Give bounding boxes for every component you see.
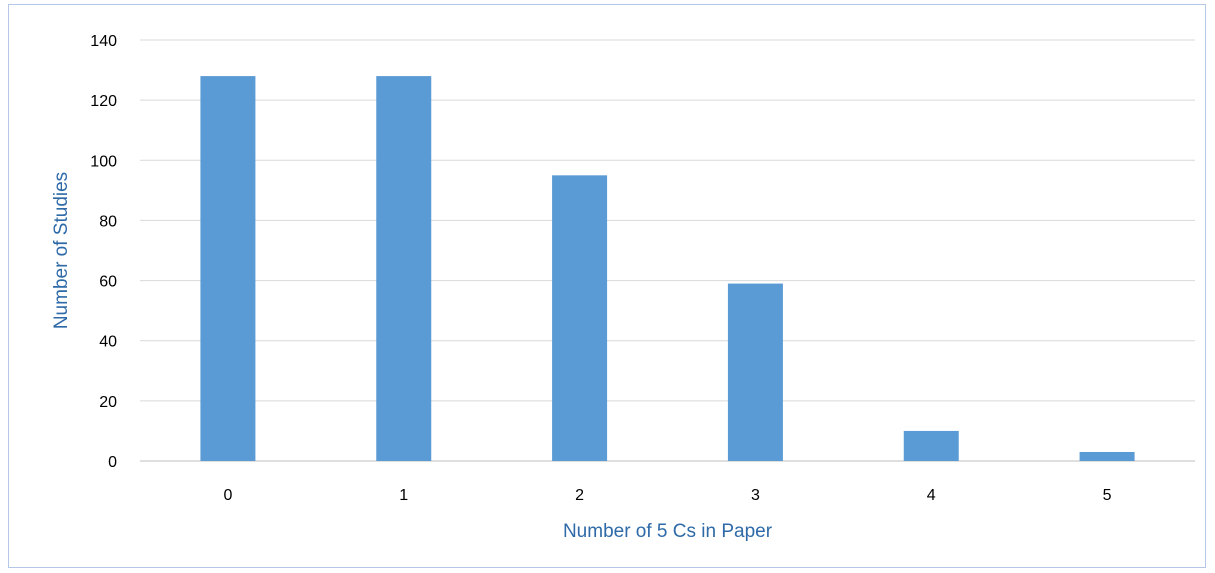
- y-tick-label: 0: [108, 454, 117, 471]
- x-tick-label: 1: [399, 487, 408, 504]
- bar-3: [727, 283, 783, 461]
- x-tick-labels: 0 1 2 3 4 5: [223, 487, 1111, 504]
- x-tick-label: 0: [223, 487, 232, 504]
- x-tick-label: 4: [927, 487, 936, 504]
- y-axis-title: Number of Studies: [51, 172, 72, 329]
- gridlines: [140, 39, 1195, 462]
- bar-0: [200, 76, 256, 461]
- bar-2: [552, 175, 608, 462]
- y-tick-label: 60: [99, 274, 117, 291]
- y-tick-label: 20: [99, 394, 117, 411]
- x-tick-label: 3: [751, 487, 760, 504]
- x-axis-title: Number of 5 Cs in Paper: [563, 521, 773, 542]
- y-tick-label: 40: [99, 334, 117, 351]
- bar-5: [1079, 451, 1135, 461]
- y-tick-label: 100: [90, 153, 117, 170]
- bar-1: [376, 76, 432, 461]
- x-tick-label: 2: [575, 487, 584, 504]
- y-tick-label: 80: [99, 213, 117, 230]
- x-tick-label: 5: [1103, 487, 1112, 504]
- bars: [200, 76, 1135, 462]
- y-tick-labels: 0 20 40 60 80 100 120 140: [90, 33, 117, 471]
- y-tick-label: 120: [90, 93, 117, 110]
- bar-4: [903, 430, 959, 461]
- y-tick-label: 140: [90, 33, 117, 50]
